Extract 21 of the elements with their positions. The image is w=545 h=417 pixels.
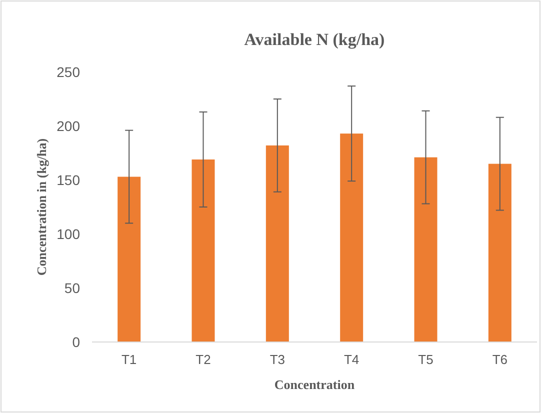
y-tick-label: 0 <box>72 334 80 350</box>
y-tick-label: 250 <box>56 64 80 80</box>
bar <box>488 164 512 342</box>
bar <box>266 145 289 342</box>
x-tick-label: T5 <box>418 352 434 367</box>
bar <box>414 157 438 342</box>
x-tick-label: T1 <box>121 352 137 367</box>
x-tick-label: T2 <box>196 352 211 367</box>
x-axis-title: Concentration <box>274 377 356 392</box>
chart-title: Available N (kg/ha) <box>244 30 385 49</box>
x-tick-label: T3 <box>270 352 286 367</box>
y-tick-label: 200 <box>56 118 80 134</box>
y-tick-label: 150 <box>56 172 80 188</box>
bar <box>192 159 215 342</box>
y-tick-label: 100 <box>56 226 80 242</box>
bar <box>118 176 141 342</box>
y-axis-title: Concentration in (kg/ha) <box>34 138 49 276</box>
x-tick-label: T6 <box>492 352 508 367</box>
y-tick-label: 50 <box>64 280 80 296</box>
x-tick-label: T4 <box>344 352 360 367</box>
bar <box>340 134 364 342</box>
